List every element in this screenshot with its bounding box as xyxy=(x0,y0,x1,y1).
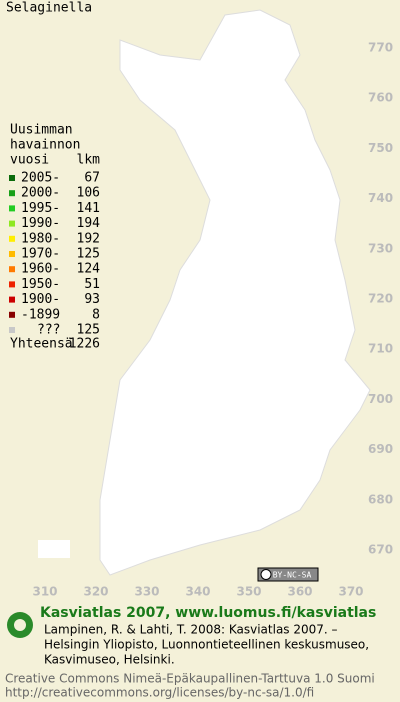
legend-count: 141 xyxy=(77,201,100,216)
legend-heading: havainnon xyxy=(10,138,80,153)
y-grid-label: 680 xyxy=(368,492,393,506)
legend-count: 93 xyxy=(84,292,100,307)
legend-label: 1995- xyxy=(21,201,60,216)
legend-label: 1970- xyxy=(21,247,60,262)
legend-swatch xyxy=(9,251,15,257)
footer-license: http://creativecommons.org/licenses/by-n… xyxy=(5,686,314,700)
x-grid-label: 370 xyxy=(338,585,363,599)
y-grid-label: 770 xyxy=(368,41,393,55)
legend-label: 1990- xyxy=(21,216,60,231)
legend-count: 194 xyxy=(77,216,101,231)
x-grid-label: 310 xyxy=(32,585,57,599)
legend-swatch xyxy=(9,175,15,181)
y-grid-label: 710 xyxy=(368,342,393,356)
legend-count: 8 xyxy=(92,307,100,322)
aland xyxy=(38,540,70,558)
legend-label: 1960- xyxy=(21,262,60,277)
legend-count: 124 xyxy=(77,262,101,277)
legend-swatch xyxy=(9,327,15,333)
license-badge: BY-NC-SA xyxy=(257,567,319,582)
y-grid-label: 730 xyxy=(368,241,393,255)
legend-label: 2005- xyxy=(21,171,60,186)
legend-heading: vuosi xyxy=(10,153,49,168)
title: Selaginella xyxy=(6,1,92,16)
legend-heading: lkm xyxy=(77,153,101,168)
legend-label: 1950- xyxy=(21,277,60,292)
legend-label: -1899 xyxy=(21,307,60,322)
badge-box xyxy=(257,567,319,582)
legend-swatch xyxy=(9,235,15,242)
y-grid-label: 750 xyxy=(368,141,393,155)
legend-count: 125 xyxy=(77,247,100,262)
footer-reference: Helsingin Yliopisto, Luonnontieteellinen… xyxy=(44,638,369,652)
legend-label: 2000- xyxy=(21,186,60,201)
legend-label: 1900- xyxy=(21,292,60,307)
y-grid-label: 740 xyxy=(368,191,393,205)
badge-icon xyxy=(260,569,272,580)
legend-count: 125 xyxy=(77,323,100,338)
badge-text: BY-NC-SA xyxy=(273,571,312,580)
legend-label: ??? xyxy=(37,323,60,338)
legend-swatch xyxy=(9,190,15,197)
x-grid-label: 340 xyxy=(185,585,210,599)
legend-swatch xyxy=(9,281,15,288)
x-grid-label: 330 xyxy=(134,585,159,599)
map-outline xyxy=(99,9,371,576)
y-grid-label: 720 xyxy=(368,292,393,306)
x-grid-label: 350 xyxy=(236,585,261,599)
legend-heading: Uusimman xyxy=(10,123,73,138)
footer-reference: Kasvimuseo, Helsinki. xyxy=(44,653,175,667)
logo-center xyxy=(14,619,26,631)
footer-license: Creative Commons Nimeä-Epäkaupallinen-Ta… xyxy=(5,672,375,686)
x-grid-label: 360 xyxy=(287,585,312,599)
legend-swatch xyxy=(9,220,15,227)
footer-reference: Lampinen, R. & Lahti, T. 2008: Kasviatla… xyxy=(44,623,338,637)
legend-count: 51 xyxy=(84,277,100,292)
legend-total-label: Yhteensä xyxy=(10,337,73,352)
y-grid-label: 690 xyxy=(368,442,393,456)
footer-headline: Kasviatlas 2007, www.luomus.fi/kasviatla… xyxy=(40,605,376,621)
y-grid-label: 700 xyxy=(368,392,393,406)
y-grid-label: 760 xyxy=(368,91,393,105)
logo xyxy=(7,612,33,638)
legend-swatch xyxy=(9,311,15,318)
legend-count: 106 xyxy=(77,186,100,201)
legend-swatch xyxy=(9,205,15,212)
legend-total: 1226 xyxy=(69,337,100,352)
x-grid-label: 320 xyxy=(83,585,108,599)
legend-swatch xyxy=(9,266,15,273)
legend-count: 192 xyxy=(77,231,100,246)
legend-label: 1980- xyxy=(21,231,60,246)
legend-swatch xyxy=(9,296,15,303)
y-grid-label: 670 xyxy=(368,543,393,557)
legend-count: 67 xyxy=(84,171,100,186)
